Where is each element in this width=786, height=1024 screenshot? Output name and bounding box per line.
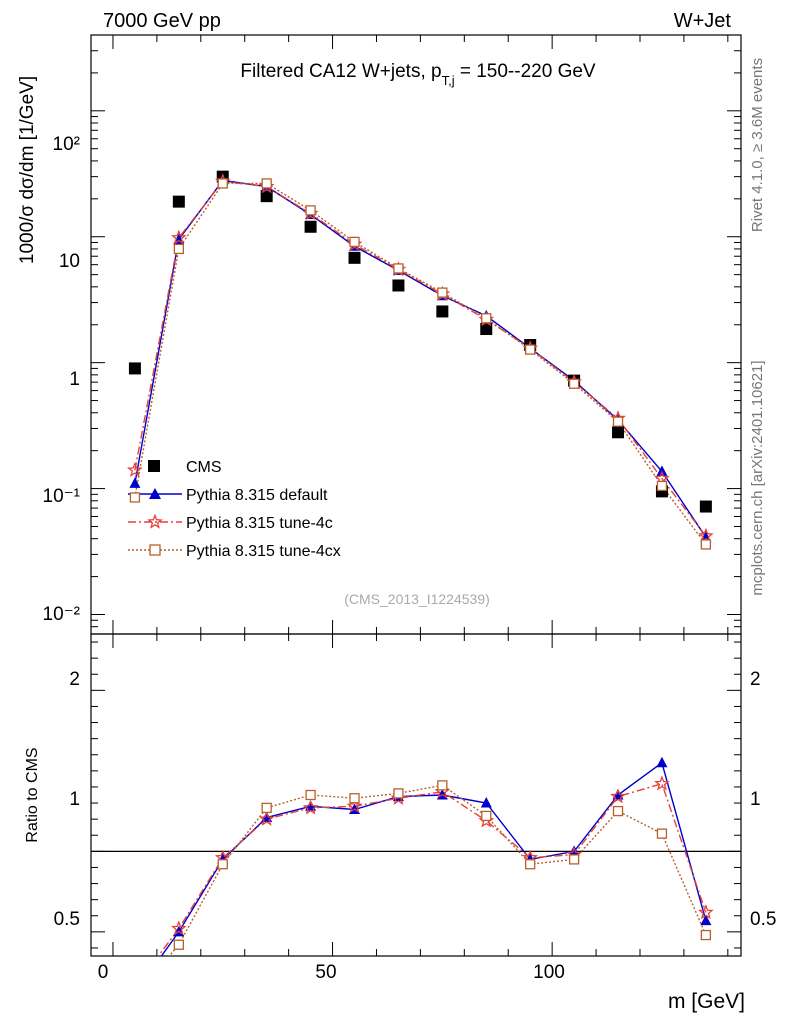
- ratio-point: [700, 929, 712, 941]
- ratio-point: [697, 904, 714, 920]
- ratio-plot-frame: [90, 633, 742, 957]
- data-point: [437, 287, 448, 298]
- ratio-series-group: [157, 756, 714, 956]
- data-point: [612, 426, 625, 439]
- main-y-axis-label: 1000/σ dσ/dm [1/GeV]: [17, 76, 38, 264]
- ratio-point: [481, 810, 492, 822]
- ratio-series-line: [160, 761, 707, 956]
- legend-label-tune4c: Pythia 8.315 tune-4c: [186, 515, 333, 532]
- data-point: [700, 539, 712, 550]
- ratio-point: [437, 780, 448, 791]
- series-line: [134, 179, 707, 538]
- ratio-y-tick-label: 2: [69, 669, 80, 690]
- plot-title: Filtered CA12 W+jets, pT,j = 150--220 Ge…: [240, 61, 596, 88]
- y-tick-label: 10: [59, 251, 80, 272]
- data-point: [349, 236, 360, 248]
- x-axis-label: m [GeV]: [668, 990, 745, 1013]
- header-right: W+Jet: [674, 10, 732, 32]
- data-point: [436, 305, 449, 318]
- data-point: [481, 313, 492, 324]
- ratio-y-tick-label-right: 1: [750, 789, 761, 810]
- data-point: [304, 220, 317, 233]
- ratio-point: [393, 788, 404, 799]
- ratio-point: [568, 845, 580, 856]
- ratio-point: [258, 810, 275, 826]
- header-left: 7000 GeV pp: [103, 10, 221, 32]
- side-rivet-label: Rivet 4.1.0, ≥ 3.6M events: [749, 58, 766, 232]
- legend-label-default: Pythia 8.315 default: [186, 487, 328, 504]
- data-point: [170, 229, 187, 245]
- y-tick-label: 1: [69, 369, 80, 390]
- ratio-point: [700, 914, 712, 926]
- data-point: [172, 195, 185, 208]
- x-tick-label: 0: [98, 962, 109, 983]
- data-point: [261, 178, 272, 189]
- data-point: [480, 323, 493, 336]
- ratio-y-axis-label: Ratio to CMS: [24, 747, 41, 842]
- ratio-y-tick-label: 0.5: [54, 909, 80, 930]
- data-point: [129, 492, 141, 503]
- data-point: [699, 500, 712, 513]
- ratio-point: [349, 793, 360, 804]
- y-tick-label: 10⁻¹: [43, 486, 81, 507]
- legend-label-cms: CMS: [186, 459, 222, 476]
- data-point: [305, 205, 316, 216]
- data-point: [126, 461, 143, 477]
- data-point: [568, 378, 580, 389]
- legend-default-marker: [149, 488, 161, 499]
- ratio-point: [568, 854, 580, 865]
- ratio-point: [346, 798, 363, 813]
- ratio-plot-marks: [91, 756, 741, 956]
- ratio-point: [170, 920, 187, 936]
- ratio-point: [305, 789, 316, 801]
- ratio-point: [261, 802, 272, 814]
- data-point: [173, 243, 184, 255]
- data-point: [348, 251, 361, 264]
- x-tick-label: 100: [533, 962, 565, 983]
- data-point: [393, 263, 404, 274]
- data-point: [525, 344, 536, 355]
- analysis-watermark: (CMS_2013_I1224539): [344, 591, 490, 607]
- ratio-point: [217, 859, 228, 870]
- data-point: [612, 416, 624, 427]
- ratio-y-tick-label-right: 2: [750, 669, 761, 690]
- ratio-point: [654, 775, 670, 791]
- legend-tune4c-marker: [147, 513, 163, 529]
- y-tick-label: 10⁻²: [43, 604, 81, 625]
- ratio-point: [525, 859, 536, 870]
- ratio-point: [612, 805, 624, 817]
- ratio-point: [480, 797, 492, 808]
- ratio-point: [302, 799, 319, 815]
- data-point: [217, 178, 228, 189]
- ratio-point: [656, 756, 668, 768]
- side-mcplots-label: mcplots.cern.ch [arXiv:2401.10621]: [749, 360, 766, 595]
- legend: CMS Pythia 8.315 default Pythia 8.315 tu…: [128, 459, 341, 560]
- data-point: [129, 477, 141, 488]
- ratio-y-tick-label: 1: [69, 789, 80, 810]
- ratio-point: [656, 828, 668, 839]
- x-tick-label: 50: [315, 962, 336, 983]
- y-tick-label: 10²: [53, 134, 80, 155]
- data-point: [656, 480, 668, 492]
- ratio-y-tick-label-right: 0.5: [750, 909, 776, 930]
- legend-tune4cx-marker: [149, 544, 161, 556]
- ratio-series-line: [157, 782, 707, 956]
- legend-cms-marker: [148, 460, 160, 472]
- data-point: [128, 362, 141, 375]
- data-point: [260, 190, 273, 203]
- data-point: [698, 527, 714, 543]
- ratio-series-line: [168, 784, 707, 956]
- data-point: [392, 279, 405, 292]
- series-line: [134, 182, 707, 545]
- series-line: [134, 180, 707, 537]
- legend-label-tune4cx: Pythia 8.315 tune-4cx: [186, 543, 341, 560]
- ratio-point: [610, 788, 626, 804]
- axis-ticks: [91, 34, 741, 956]
- ratio-point: [173, 939, 184, 950]
- main-plot-marks: [126, 170, 714, 550]
